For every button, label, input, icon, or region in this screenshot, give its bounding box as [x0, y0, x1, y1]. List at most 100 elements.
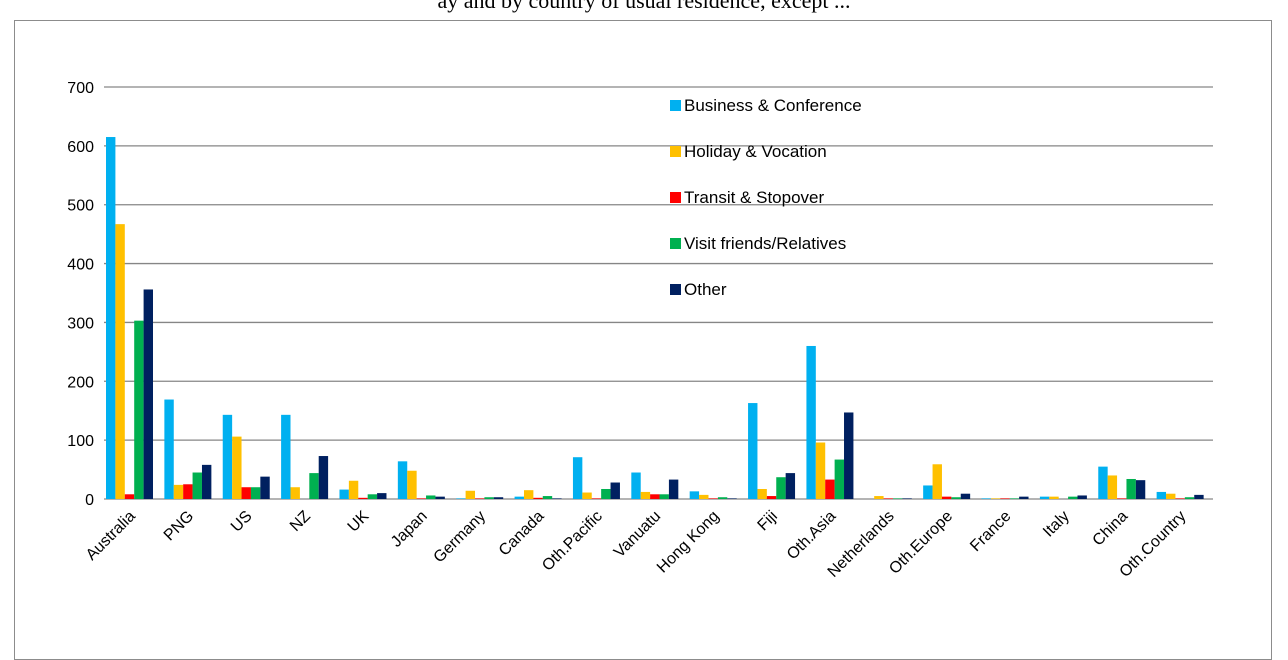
bar	[572, 457, 583, 499]
bar	[1039, 496, 1050, 499]
bar	[358, 497, 368, 499]
x-tick-label: Germany	[431, 508, 490, 567]
bar	[1068, 496, 1078, 499]
bar	[367, 494, 378, 499]
bar-chart: 0 100 200 300 400 500 600 700 Australia PNG US NZ UK…	[67, 80, 1213, 581]
bar	[1126, 478, 1136, 499]
bar	[407, 470, 417, 499]
x-tick-label: Fiji	[755, 508, 781, 534]
bar	[699, 494, 709, 499]
bar	[981, 498, 991, 499]
bar	[883, 498, 893, 499]
page-title: ay and by country of usual residence, ex…	[437, 0, 851, 13]
bar	[727, 498, 737, 499]
bar	[533, 497, 543, 499]
bar	[717, 497, 728, 499]
bar	[1156, 491, 1167, 499]
bar	[232, 436, 242, 499]
bar	[757, 488, 767, 499]
bar	[377, 493, 387, 499]
bar	[748, 403, 758, 499]
bar	[173, 484, 184, 499]
bar	[892, 498, 903, 499]
bar	[640, 491, 651, 499]
bar	[260, 476, 270, 499]
x-tick-label: Australia	[83, 508, 139, 564]
x-tick-label: Oth.Europe	[886, 508, 956, 578]
bar	[1009, 498, 1020, 499]
bar	[932, 464, 942, 499]
bar	[348, 480, 359, 499]
x-tick-label: US	[228, 508, 256, 536]
x-tick-label: Canada	[496, 508, 548, 560]
bar	[990, 498, 1001, 499]
bar	[941, 496, 952, 499]
bar	[201, 464, 212, 499]
x-tick-label: Japan	[388, 508, 431, 551]
x-tick-label: Italy	[1040, 508, 1073, 541]
legend-label: Visit friends/Relatives	[684, 234, 846, 253]
legend-label: Other	[684, 280, 727, 299]
legend-label: Holiday & Vocation	[684, 142, 827, 161]
bar	[844, 412, 854, 499]
x-tick-label: Hong Kong	[654, 508, 723, 577]
y-tick-label: 600	[67, 139, 94, 156]
bar	[902, 498, 912, 499]
bar	[1000, 498, 1010, 499]
bar	[610, 482, 620, 499]
bar	[426, 495, 436, 499]
chart-frame	[14, 20, 1272, 660]
legend-swatch	[670, 146, 681, 157]
bar	[825, 479, 835, 499]
bar	[1107, 475, 1118, 499]
x-tick-label: Oth.Asia	[784, 508, 839, 563]
title-strip: ay and by country of usual residence, ex…	[0, 0, 1288, 20]
bar	[766, 496, 777, 499]
bar	[689, 491, 700, 499]
legend-swatch	[670, 100, 681, 111]
bar	[659, 494, 669, 499]
bar	[456, 498, 466, 499]
bar	[318, 456, 329, 499]
bar	[222, 414, 233, 499]
bar	[124, 494, 135, 499]
y-tick-label: 100	[67, 433, 94, 450]
bar	[668, 479, 679, 499]
bar	[776, 477, 786, 499]
x-tick-label: PNG	[161, 508, 198, 545]
y-tick-label: 400	[67, 257, 94, 274]
bar	[192, 472, 202, 499]
y-tick-label: 200	[67, 374, 94, 391]
bar	[1098, 466, 1108, 499]
bar	[815, 442, 826, 499]
bar	[115, 224, 125, 499]
bar	[834, 459, 845, 499]
x-tick-label: NZ	[287, 508, 314, 535]
bar	[874, 496, 884, 499]
x-tick-label: France	[967, 508, 1014, 555]
bar	[465, 490, 476, 499]
x-tick-label: UK	[345, 508, 373, 536]
bar	[552, 498, 562, 499]
bar	[339, 489, 349, 499]
bar	[1077, 495, 1087, 499]
legend-swatch	[670, 284, 681, 295]
bar	[514, 496, 524, 499]
y-tick-label: 0	[85, 492, 94, 509]
bar	[806, 345, 816, 499]
bar	[290, 487, 300, 499]
bar	[134, 320, 144, 499]
bar	[250, 487, 261, 499]
bar	[951, 497, 961, 499]
bar	[1049, 496, 1059, 499]
legend-swatch	[670, 238, 681, 249]
bar	[484, 497, 494, 499]
bar	[183, 484, 193, 499]
y-tick-label: 300	[67, 315, 94, 332]
bar	[601, 488, 611, 499]
bar	[1184, 497, 1195, 499]
legend-swatch	[670, 192, 681, 203]
bar	[960, 493, 971, 499]
bar	[241, 487, 251, 499]
x-tick-label: Vanuatu	[611, 508, 664, 561]
